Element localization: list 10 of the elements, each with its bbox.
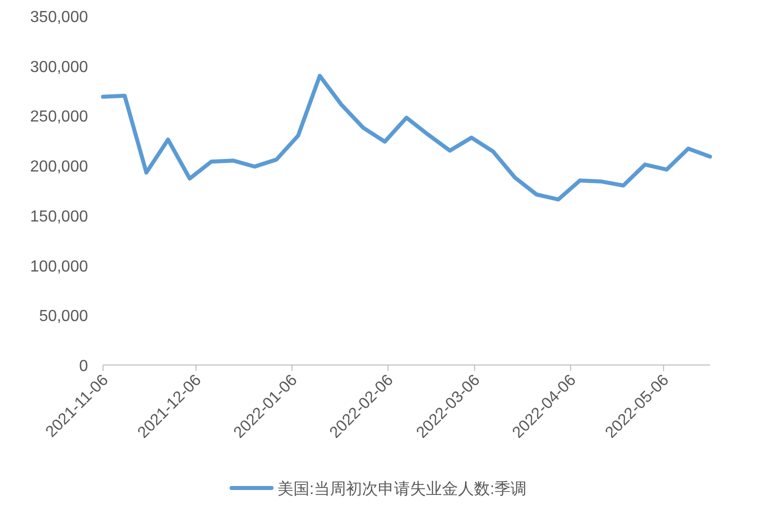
legend-label: 美国:当周初次申请失业金人数:季调 bbox=[278, 480, 526, 498]
y-tick-label: 50,000 bbox=[39, 308, 88, 326]
y-tick-label: 150,000 bbox=[30, 208, 88, 226]
y-tick-label: 0 bbox=[79, 358, 88, 375]
y-tick-label: 300,000 bbox=[30, 58, 88, 76]
y-tick-label: 350,000 bbox=[30, 9, 88, 26]
y-tick-label: 250,000 bbox=[30, 108, 88, 126]
y-tick-label: 200,000 bbox=[30, 158, 88, 176]
line-series bbox=[101, 74, 712, 202]
y-tick-label: 100,000 bbox=[30, 258, 88, 276]
